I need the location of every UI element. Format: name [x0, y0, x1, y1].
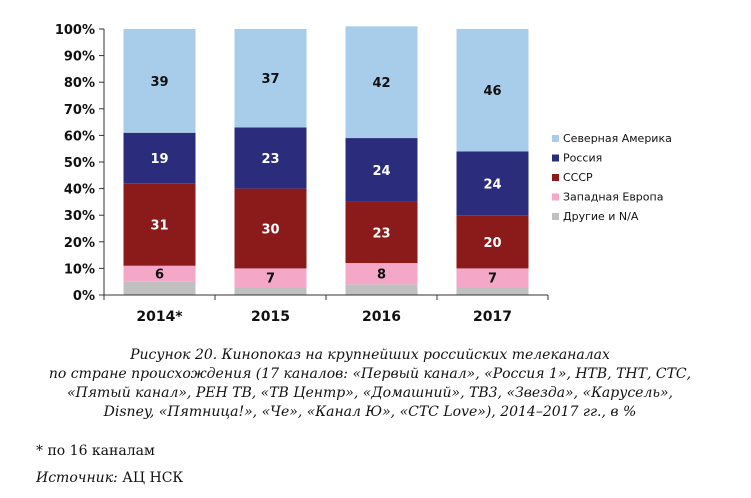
data-label: 42 — [372, 76, 390, 91]
data-label: 24 — [372, 164, 390, 179]
data-label: 30 — [261, 223, 279, 238]
source-label: Источник: — [36, 470, 118, 486]
data-label: 8 — [377, 268, 386, 283]
bar-segment — [123, 183, 196, 266]
x-category-label: 2014* — [136, 309, 183, 325]
caption-line-3: «Пятый канал», РЕН ТВ, «ТВ Центр», «Дома… — [66, 385, 674, 401]
legend-swatch — [552, 193, 559, 201]
y-tick-label: 50% — [64, 156, 95, 171]
data-label: 39 — [150, 75, 168, 90]
data-label: 23 — [372, 226, 390, 241]
legend-swatch — [552, 135, 559, 142]
bar-segment — [456, 29, 529, 152]
bar-segment — [234, 29, 307, 128]
bar-segment — [123, 132, 196, 184]
bar-segment — [345, 263, 418, 285]
y-tick-label: 100% — [55, 23, 95, 38]
y-tick-label: 20% — [64, 236, 95, 251]
data-label: 6 — [155, 268, 164, 283]
bar-segment — [456, 268, 529, 288]
caption-line-2: по стране происхождения (17 каналов: «Пе… — [48, 366, 692, 382]
legend-label: Северная Америка — [563, 132, 672, 145]
bar-segment — [234, 188, 307, 269]
bar-segment — [456, 151, 529, 216]
data-label: 31 — [150, 219, 168, 234]
y-tick-label: 90% — [64, 50, 95, 65]
bar-segment — [123, 265, 196, 282]
y-tick-label: 30% — [64, 209, 95, 224]
legend-swatch — [552, 154, 559, 162]
bar-segment — [345, 284, 418, 295]
bar-segment — [234, 287, 307, 295]
y-tick-label: 10% — [64, 262, 95, 277]
data-label: 19 — [150, 152, 168, 167]
legend-label: СССР — [563, 171, 593, 184]
y-tick-label: 0% — [73, 289, 95, 304]
stacked-bar-chart: 0% 10% 20% 30% 40% 50% 60% 70% 80% 90% 100% 6 31 19 39… — [55, 23, 672, 325]
legend-label: Россия — [563, 152, 602, 165]
legend-label: Другие и N/A — [563, 210, 639, 223]
legend-swatch — [552, 213, 559, 220]
figure-caption: Рисунок 20. Кинопоказ на крупнейших росс… — [20, 346, 720, 422]
caption-line-4: Disney, «Пятница!», «Че», «Канал Ю», «СТ… — [103, 404, 637, 420]
y-tick-label: 70% — [64, 103, 95, 118]
x-category-label: 2017 — [473, 309, 512, 325]
source-line: Источник: АЦ НСК — [36, 470, 183, 486]
bar-segment — [456, 287, 529, 295]
bar-segment — [123, 281, 196, 295]
data-label: 46 — [483, 84, 501, 99]
y-tick-label: 60% — [64, 129, 95, 144]
bar-segment — [234, 268, 307, 288]
data-label: 20 — [483, 236, 501, 251]
data-label: 24 — [483, 177, 501, 192]
data-label: 7 — [266, 272, 275, 287]
y-tick-label: 80% — [64, 76, 95, 91]
bar-segment — [345, 201, 418, 264]
data-label: 37 — [261, 72, 279, 87]
footnote: * по 16 каналам — [36, 443, 155, 459]
y-tick-label: 40% — [64, 183, 95, 198]
data-label: 23 — [261, 152, 279, 167]
legend-swatch — [552, 174, 559, 181]
bar-segment — [345, 138, 418, 202]
data-label: 7 — [488, 272, 497, 287]
x-category-label: 2016 — [362, 309, 401, 325]
source-value: АЦ НСК — [122, 470, 184, 486]
caption-line-1: Рисунок 20. Кинопоказ на крупнейших росс… — [130, 347, 610, 363]
bar-segment — [123, 29, 196, 133]
bar-segment — [345, 26, 418, 139]
legend-label: Западная Европа — [563, 191, 663, 204]
bar-segment — [456, 215, 529, 269]
x-category-label: 2015 — [251, 309, 290, 325]
bar-segment — [234, 127, 307, 189]
